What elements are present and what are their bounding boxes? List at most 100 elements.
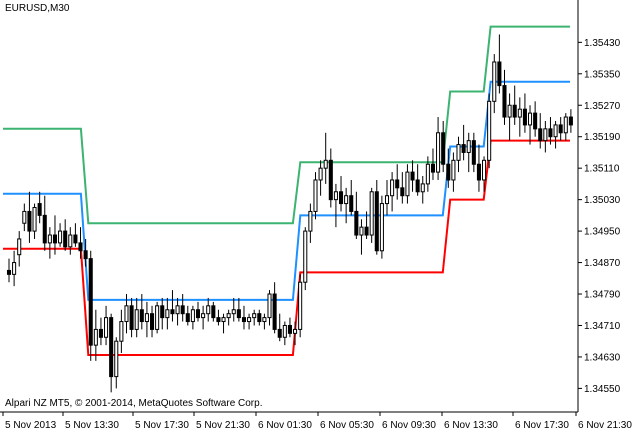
candle <box>272 282 277 334</box>
time-tick-label: 6 Nov 13:30 <box>444 420 498 431</box>
candle-body-down <box>236 309 241 319</box>
candle-body-down <box>471 140 476 165</box>
candle <box>17 231 22 267</box>
candle-body-down <box>63 230 68 248</box>
candle <box>333 183 338 228</box>
price-tick-label: 1.34950 <box>584 227 621 238</box>
candle-body-down <box>410 171 415 181</box>
candle-body-up <box>58 230 63 244</box>
candle-body-down <box>364 226 369 236</box>
candle-body-up <box>482 159 487 181</box>
candle <box>497 34 502 94</box>
candle <box>395 164 400 200</box>
candle <box>303 227 308 291</box>
candle <box>93 309 98 361</box>
candle <box>471 132 476 173</box>
candle-body-up <box>318 167 323 181</box>
candle <box>405 164 410 204</box>
time-tick-label: 5 Nov 13:30 <box>65 420 119 431</box>
candle <box>160 297 165 330</box>
candle <box>226 309 231 326</box>
candle <box>538 113 543 149</box>
candle-body-up <box>543 128 548 142</box>
candle-body-down <box>78 242 83 252</box>
candle <box>88 250 93 361</box>
candle <box>98 317 103 346</box>
candle <box>144 301 149 338</box>
candle-body-up <box>282 324 287 338</box>
candle-body-up <box>369 191 374 236</box>
candle <box>456 136 461 173</box>
candle-body-down <box>533 112 538 130</box>
candle <box>201 305 206 330</box>
candle <box>420 176 425 204</box>
candle <box>58 223 63 247</box>
candle <box>430 148 436 180</box>
candle-body-up <box>252 313 257 319</box>
candle-body-up <box>379 203 384 252</box>
candle <box>139 294 144 330</box>
candle-body-up <box>344 195 349 205</box>
candle-body-up <box>492 61 497 102</box>
time-axis: 5 Nov 2013 5 Nov 13:30 5 Nov 17:30 5 Nov 21… <box>2 412 632 431</box>
candle <box>563 113 568 141</box>
time-tick-label: 6 Nov 05:30 <box>320 420 374 431</box>
candle-body-up <box>155 305 160 330</box>
candle <box>206 297 211 322</box>
candle <box>558 117 563 141</box>
candle <box>114 337 119 389</box>
candle-body-down <box>149 313 155 330</box>
candle-body-up <box>201 313 206 319</box>
candle-body-up <box>436 132 441 173</box>
price-tick-label: 1.35030 <box>584 195 621 206</box>
candle-body-down <box>42 214 47 244</box>
candle-body-down <box>497 61 502 87</box>
bands-layer <box>3 25 570 356</box>
candle-body-up <box>333 191 338 201</box>
candle-body-up <box>104 317 109 338</box>
candle-body-down <box>6 269 12 275</box>
candle-body-up <box>124 305 129 323</box>
candle-body-up <box>553 124 558 138</box>
candle <box>313 172 318 220</box>
candle <box>185 305 190 326</box>
time-tick-label: 5 Nov 2013 <box>5 420 57 431</box>
candle <box>104 305 109 346</box>
candle <box>180 294 185 322</box>
candle-body-down <box>441 132 446 165</box>
candle <box>221 313 226 334</box>
candle <box>63 219 68 251</box>
candle-body-up <box>456 144 461 161</box>
candle-body-up <box>231 309 236 315</box>
candle-body-down <box>548 128 553 138</box>
price-tick-label: 1.35190 <box>584 132 621 143</box>
candle <box>267 290 272 326</box>
candle <box>241 305 247 330</box>
candle-body-down <box>287 324 292 334</box>
candle <box>374 179 379 255</box>
candle <box>277 313 282 342</box>
candle-body-up <box>267 293 272 319</box>
candle <box>512 85 517 125</box>
candle-body-up <box>359 226 364 236</box>
candle-body-up <box>22 210 27 224</box>
candle-body-down <box>538 128 543 142</box>
candle <box>52 215 58 255</box>
candle <box>175 297 180 326</box>
candle <box>466 132 471 173</box>
candle-body-up <box>517 108 522 118</box>
candle <box>410 160 415 192</box>
candle-body-up <box>32 207 37 232</box>
candle <box>37 191 42 224</box>
candle <box>119 309 124 354</box>
candle-body-up <box>134 309 139 330</box>
candle-body-up <box>221 317 226 323</box>
candle <box>32 203 37 239</box>
candle-body-up <box>563 116 568 134</box>
candle-body-up <box>226 313 231 319</box>
axis-frame <box>0 0 579 413</box>
candle <box>369 187 374 243</box>
candle-body-down <box>277 328 282 338</box>
